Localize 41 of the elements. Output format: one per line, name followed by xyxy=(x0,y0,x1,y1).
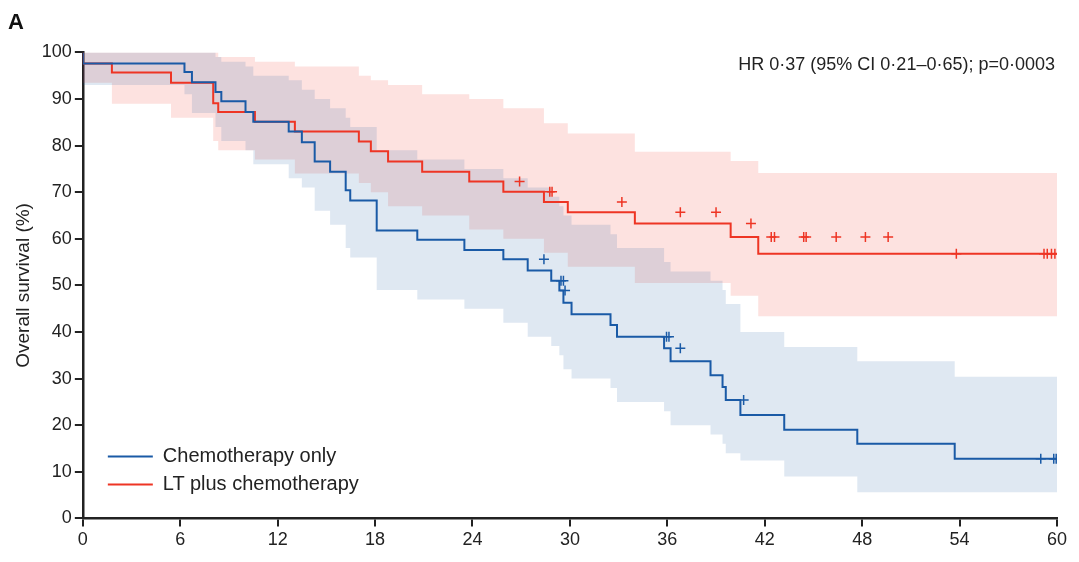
y-tick-label: 10 xyxy=(51,460,72,481)
point xyxy=(559,284,571,297)
point xyxy=(674,206,687,218)
y-tick-label: 30 xyxy=(51,367,72,388)
y-tick-label: 90 xyxy=(51,87,72,108)
x-tick-label: 54 xyxy=(949,529,970,550)
y-tick-label: 70 xyxy=(51,181,72,202)
point xyxy=(830,231,842,243)
y-tick-label: 0 xyxy=(61,507,72,528)
y-tick-label: 40 xyxy=(51,320,72,341)
point xyxy=(513,175,526,188)
y-tick-label: 60 xyxy=(51,227,72,248)
x-tick-label: 42 xyxy=(754,529,775,550)
y-tick-label: 20 xyxy=(51,414,72,435)
point xyxy=(950,247,963,260)
point xyxy=(1035,453,1047,465)
y-tick-label: 50 xyxy=(51,274,72,295)
x-tick-label: 24 xyxy=(462,529,483,550)
y-axis-title: Overall survival (%) xyxy=(11,203,33,368)
point xyxy=(882,231,894,243)
point xyxy=(859,231,872,243)
point xyxy=(616,196,628,208)
x-tick-label: 12 xyxy=(267,529,288,550)
y-tick-label: 100 xyxy=(41,41,72,62)
legend-label: Chemotherapy only xyxy=(162,443,337,466)
x-tick-label: 6 xyxy=(175,529,186,550)
chart-title: A xyxy=(8,9,24,35)
x-tick-label: 18 xyxy=(365,529,386,550)
point xyxy=(674,342,687,355)
x-tick-label: 30 xyxy=(559,529,580,550)
annotation: HR 0·37 (95% CI 0·21–0·65); p=0·0003 xyxy=(738,54,1055,75)
x-tick-label: 48 xyxy=(852,529,873,550)
legend-label: LT plus chemotherapy xyxy=(162,471,359,494)
point xyxy=(710,206,722,218)
point xyxy=(745,217,757,230)
y-tick-label: 80 xyxy=(51,134,72,155)
x-tick-label: 60 xyxy=(1046,529,1068,550)
x-tick-label: 0 xyxy=(77,529,88,550)
point xyxy=(538,253,550,266)
point xyxy=(768,231,781,243)
x-tick-label: 36 xyxy=(657,529,678,550)
